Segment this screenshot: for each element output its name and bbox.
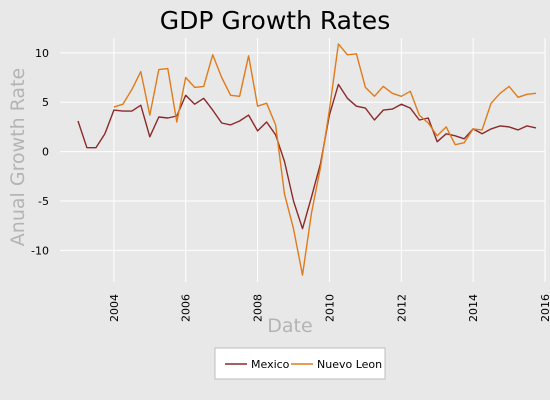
x-tick-label: 2008 (252, 294, 265, 322)
series-line-nuevo-leon (113, 43, 537, 276)
y-tick-label: 10 (35, 47, 49, 60)
x-tick-label: 2004 (108, 294, 121, 322)
x-tick-label: 2006 (180, 294, 193, 322)
x-tick-label: 2010 (323, 294, 336, 322)
x-axis-label: Date (267, 315, 312, 337)
y-tick-label: 5 (42, 96, 49, 109)
y-tick-label: -10 (31, 244, 49, 257)
series-lines (77, 43, 537, 276)
y-axis-ticks: -10 -5 0 5 10 (31, 47, 49, 258)
legend: Mexico Nuevo Leon (214, 347, 386, 380)
x-tick-label: 2012 (395, 294, 408, 322)
series-line-mexico (77, 83, 537, 230)
legend-label-mexico: Mexico (251, 358, 290, 371)
x-axis-ticks: 2004 2006 2008 2010 2012 2014 2016 (108, 294, 550, 322)
y-tick-label: -5 (38, 195, 49, 208)
x-tick-label: 2014 (467, 294, 480, 322)
grid-lines (60, 38, 546, 282)
y-tick-label: 0 (42, 146, 49, 159)
legend-label-nuevo-leon: Nuevo Leon (317, 358, 382, 371)
x-tick-label: 2016 (539, 294, 550, 322)
chart-title: GDP Growth Rates (160, 6, 390, 35)
y-axis-label: Anual Growth Rate (7, 68, 29, 246)
